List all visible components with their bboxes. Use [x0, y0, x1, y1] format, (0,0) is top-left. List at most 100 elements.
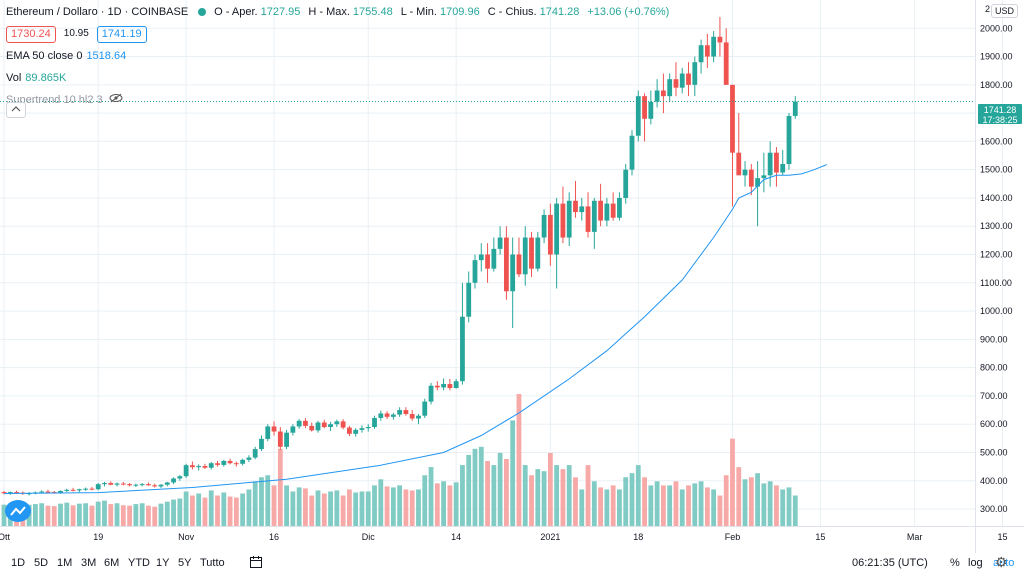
candle [635, 90, 641, 142]
vol-value: 89.865K [25, 72, 67, 84]
volume-bar [661, 485, 666, 526]
volume-bar [221, 492, 227, 526]
calendar-icon[interactable] [250, 556, 262, 568]
candle [347, 425, 352, 437]
volume-indicator-row[interactable]: Vol 89.865K [6, 70, 677, 86]
candle [409, 410, 415, 421]
gear-icon[interactable]: ⚙ [995, 554, 1008, 570]
volume-bar [485, 461, 490, 526]
change-value: +13.06 (+0.76%) [587, 6, 670, 18]
volume-bar [397, 485, 403, 526]
volume-bar [45, 505, 51, 526]
candle [133, 483, 139, 487]
volume-bar [303, 488, 308, 526]
timeframe-5d[interactable]: 5D [34, 557, 49, 569]
price-chart[interactable]: 300.00 400.00 500.00 600.00 700.00 800.00 900.… [0, 0, 1024, 553]
volume-bar [340, 495, 346, 526]
candle [711, 31, 717, 63]
open-value: 1727.95 [260, 6, 301, 18]
timeframe-3m[interactable]: 3M [81, 557, 97, 569]
eye-hidden-icon[interactable] [109, 93, 123, 107]
volume-bar [792, 495, 798, 526]
volume-bar [673, 481, 679, 526]
percent-scale-button[interactable]: % [950, 557, 960, 569]
candle [529, 231, 534, 278]
volume-bar [761, 483, 767, 526]
volume-bar [390, 487, 396, 526]
ema-line [3, 164, 827, 494]
volume-bar [497, 452, 503, 526]
timeframe-6m[interactable]: 6M [104, 557, 120, 569]
timeframe-1m[interactable]: 1M [57, 557, 73, 569]
candle [453, 378, 459, 389]
ema-indicator-row[interactable]: EMA 50 close 0 1518.64 [6, 48, 677, 64]
candle [604, 197, 610, 227]
volume-bar [547, 452, 553, 526]
candle [767, 141, 773, 187]
volume-bar [202, 497, 208, 526]
volume-bar [271, 485, 277, 526]
volume-bar [591, 481, 597, 526]
chevron-up-icon [11, 106, 21, 112]
candle [152, 483, 158, 488]
candle [673, 62, 679, 97]
timeframe-5y[interactable]: 5Y [178, 557, 192, 569]
candle [397, 407, 403, 417]
candle [554, 197, 560, 289]
log-scale-button[interactable]: log [968, 557, 983, 569]
time-tick-label: 14 [451, 532, 461, 542]
volume-bar [177, 498, 183, 526]
volume-bar [164, 501, 170, 526]
price-tick-label: 1500.00 [980, 165, 1013, 175]
symbol-title[interactable]: Ethereum / Dollaro · 1D · COINBASE [6, 6, 189, 18]
timeframe-all[interactable]: Tutto [200, 557, 225, 569]
volume-bar [767, 481, 773, 526]
collapse-legend-button[interactable] [6, 102, 26, 118]
candle [679, 67, 685, 94]
volume-bar [347, 489, 352, 526]
candle [723, 28, 729, 85]
sell-price-button[interactable]: 1730.24 [6, 25, 56, 43]
volume-bar [58, 503, 63, 526]
candle [573, 180, 578, 218]
candle [686, 62, 691, 97]
utc-clock[interactable]: 06:21:35 (UTC) [852, 557, 928, 569]
volume-bar [64, 502, 70, 526]
volume-bar [227, 496, 233, 526]
auto-scale-button[interactable]: auto [993, 557, 1015, 569]
candle [491, 237, 497, 272]
candle [610, 192, 616, 221]
volume-bar [183, 491, 189, 526]
candle [742, 161, 748, 187]
timeframe-ytd[interactable]: YTD [128, 557, 150, 569]
volume-bar [108, 504, 114, 526]
buy-price-button[interactable]: 1741.19 [96, 25, 147, 43]
volume-bar [736, 467, 742, 526]
time-tick-label: Nov [178, 532, 195, 542]
tradingview-logo-icon[interactable] [5, 500, 31, 522]
volume-bar [246, 489, 252, 526]
timeframe-1d[interactable]: 1D [11, 557, 26, 569]
candle [284, 429, 289, 450]
bar-countdown: 17:38:25 [982, 115, 1018, 125]
currency-badge[interactable]: USD [991, 4, 1019, 18]
supertrend-indicator-row[interactable]: Supertrend 10 hl2 3 [6, 92, 677, 108]
candle [667, 73, 673, 102]
candle [434, 381, 440, 391]
price-tick-label: 900.00 [980, 334, 1008, 344]
volume-bar [623, 477, 629, 526]
candle [522, 226, 528, 286]
timeframe-1y[interactable]: 1Y [156, 557, 170, 569]
candle [460, 282, 465, 385]
candle [328, 421, 333, 431]
volume-bar [114, 503, 120, 526]
candle [139, 483, 145, 487]
candle [190, 461, 195, 470]
candle [428, 382, 434, 405]
candle [265, 424, 271, 442]
candle [177, 475, 183, 481]
volume-bar [629, 473, 635, 526]
volume-bar [780, 489, 786, 526]
candle [472, 254, 478, 289]
volume-bar [748, 477, 754, 526]
